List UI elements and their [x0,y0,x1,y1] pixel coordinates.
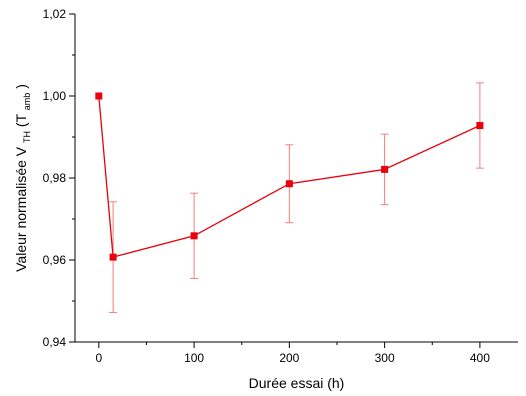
x-tick-label: 0 [95,351,102,365]
data-point-marker [285,180,293,188]
series-line [98,95,481,258]
plot-axes [74,14,518,343]
data-point-marker [476,122,484,130]
data-point-marker [95,92,103,100]
x-tick-label: 200 [279,351,299,365]
y-axis-ticks: 0,94 0,96 0,98 1,00 1,02 [43,7,75,349]
data-point-marker [190,232,198,240]
y-axis-title-paren-open: (T [13,113,29,127]
y-axis-title: Valeur normalisée V TH (T amb ) [13,84,33,272]
y-axis-title-sub-amb: amb [22,93,32,111]
y-axis-title-main: Valeur normalisée V [13,146,29,272]
y-axis-title-sub-th: TH [22,131,32,143]
data-point-marker [109,253,117,261]
x-tick-label: 300 [375,351,395,365]
x-axis-ticks: 0 100 200 300 400 [95,342,490,365]
y-tick-label: 0,98 [43,171,67,185]
data-point-marker [381,165,389,173]
y-tick-label: 1,00 [43,89,67,103]
x-tick-label: 100 [184,351,204,365]
x-axis-title: Durée essai (h) [249,375,345,391]
x-tick-label: 400 [470,351,490,365]
y-axis-title-paren-close: ) [13,84,29,89]
y-tick-label: 0,94 [43,335,67,349]
series-layer [95,82,484,313]
y-tick-label: 1,02 [43,7,67,21]
y-tick-label: 0,96 [43,253,67,267]
